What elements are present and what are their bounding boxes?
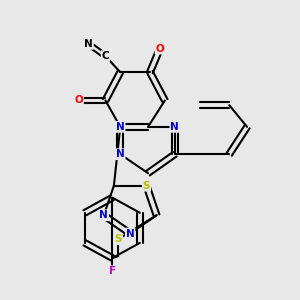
Text: O: O xyxy=(74,95,83,106)
Text: F: F xyxy=(109,266,116,276)
Text: S: S xyxy=(115,234,122,244)
Text: N: N xyxy=(116,149,125,159)
Text: C: C xyxy=(102,51,109,61)
Text: N: N xyxy=(84,39,93,49)
Text: S: S xyxy=(143,181,150,191)
Text: N: N xyxy=(170,122,179,132)
Text: N: N xyxy=(126,229,135,238)
Text: N: N xyxy=(99,210,108,220)
Text: O: O xyxy=(155,44,164,54)
Text: N: N xyxy=(116,122,125,132)
